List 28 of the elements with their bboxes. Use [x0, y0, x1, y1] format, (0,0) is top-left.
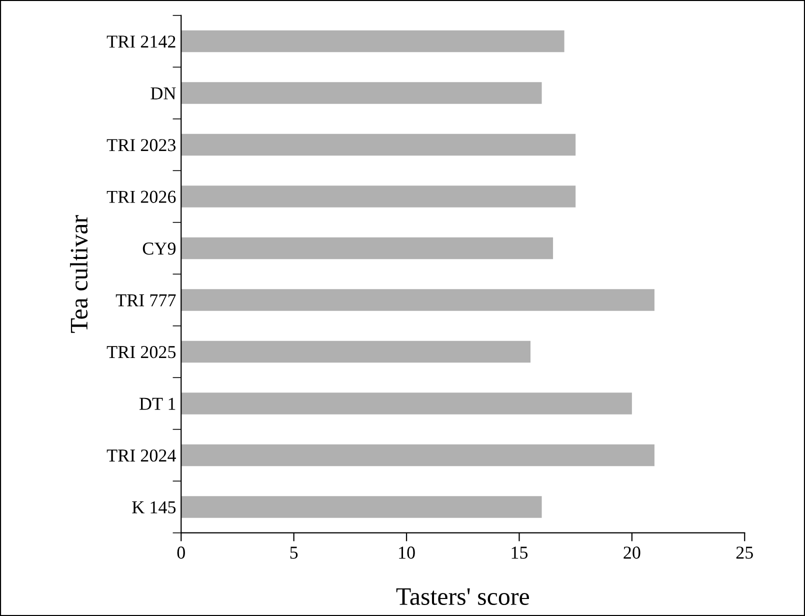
bar — [181, 289, 654, 311]
y-tick-label: K 145 — [132, 501, 176, 514]
x-tick-label: 5 — [290, 546, 298, 559]
bar — [181, 496, 542, 518]
x-tick-label: 20 — [624, 546, 640, 559]
x-tick-label: 10 — [399, 546, 415, 559]
x-axis-title: Tasters' score — [396, 588, 529, 605]
x-tick-label: 0 — [177, 546, 185, 559]
y-tick-label: CY9 — [142, 242, 176, 255]
bar — [181, 444, 654, 466]
x-tick-label: 15 — [512, 546, 528, 559]
y-axis-title: Tea cultivar — [70, 215, 88, 333]
bar — [181, 186, 576, 208]
x-tick-label: 25 — [736, 546, 753, 559]
y-tick-label: DN — [150, 87, 176, 100]
y-tick-label: TRI 2024 — [106, 449, 176, 462]
y-tick-label: TRI 2023 — [106, 139, 176, 152]
y-tick-label: TRI 2026 — [106, 190, 176, 203]
y-tick-label: TRI 2025 — [106, 346, 176, 358]
bar — [181, 340, 530, 363]
y-tick-label: DT 1 — [139, 398, 176, 410]
y-tick-label: TRI 777 — [116, 294, 176, 306]
bar — [181, 392, 632, 414]
bar — [181, 134, 576, 156]
bar — [181, 82, 542, 104]
bar — [181, 30, 564, 52]
y-tick-label: TRI 2142 — [106, 36, 176, 48]
bar — [181, 237, 554, 260]
